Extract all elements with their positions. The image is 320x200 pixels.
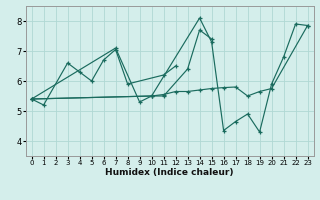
X-axis label: Humidex (Indice chaleur): Humidex (Indice chaleur)	[105, 168, 234, 177]
